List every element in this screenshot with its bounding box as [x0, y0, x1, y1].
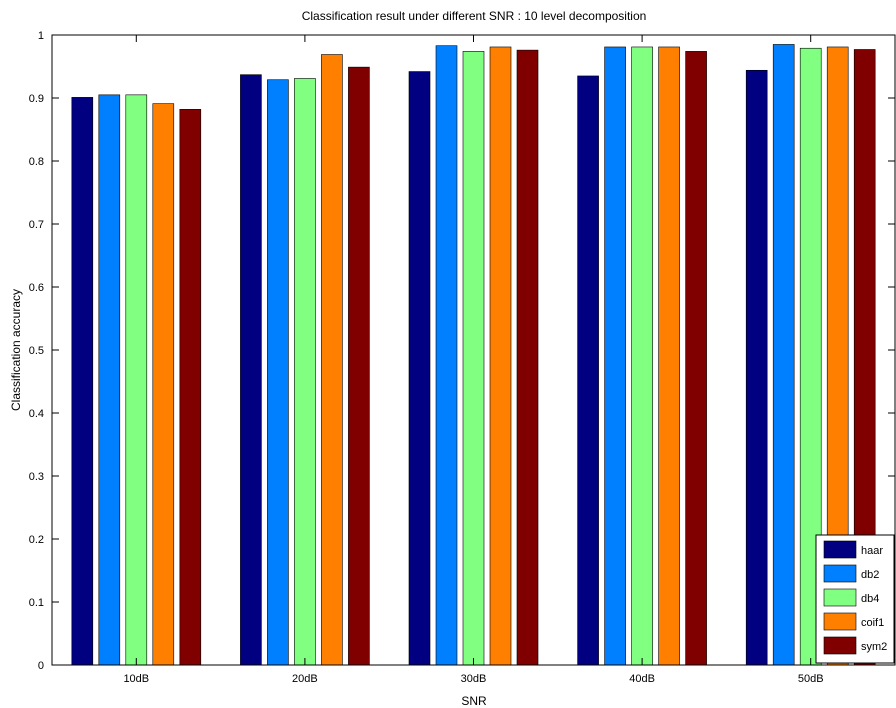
x-tick-label: 10dB: [123, 673, 149, 685]
bar-coif1-20dB: [321, 54, 343, 666]
bar-coif1-10dB: [152, 103, 175, 666]
bar-db4-40dB: [631, 46, 653, 666]
bar-sym2-30dB: [516, 49, 539, 666]
bar-db2-20dB: [267, 79, 289, 666]
bar-db4-10dB: [125, 94, 148, 666]
bar-db2-10dB: [98, 94, 121, 666]
bar-sym2-40dB: [685, 51, 707, 666]
legend-label-sym2: sym2: [861, 641, 887, 653]
x-tick-label: 30dB: [461, 673, 487, 685]
legend-swatch-db2: [823, 564, 857, 583]
legend: haar db2 db4 coif1 sym2: [815, 534, 895, 664]
legend-swatch-sym2: [823, 636, 857, 655]
y-tick-label: 0.6: [29, 282, 44, 294]
legend-label-db4: db4: [861, 593, 879, 605]
y-tick-label: 0.9: [29, 93, 44, 105]
bar-db4-30dB: [462, 51, 485, 666]
y-tick-label: 0.3: [29, 471, 44, 483]
x-tick-label: 20dB: [292, 673, 318, 685]
bar-coif1-30dB: [489, 46, 512, 666]
y-axis-label: Classification accuracy: [9, 289, 23, 411]
bar-sym2-10dB: [179, 109, 202, 666]
bar-db2-30dB: [435, 45, 458, 666]
bar-haar-40dB: [577, 75, 599, 666]
x-axis-label: SNR: [461, 694, 487, 708]
bar-haar-30dB: [408, 71, 431, 666]
y-tick-label: 0.5: [29, 345, 44, 357]
bar-db2-50dB: [772, 44, 795, 666]
bar-haar-10dB: [71, 97, 94, 666]
y-tick-label: 0.7: [29, 219, 44, 231]
legend-swatch-db4: [823, 588, 857, 607]
bar-db4-20dB: [294, 78, 316, 666]
bar-sym2-20dB: [348, 66, 370, 666]
bar-coif1-40dB: [658, 46, 680, 666]
chart-title: Classification result under different SN…: [302, 9, 647, 23]
axis-ticks-group: 10dB 20dB 30dB 40dB 50dB 0 0.1 0.2 0.3 0.4 0.5 0.6 0…: [29, 30, 895, 685]
x-tick-label: 40dB: [629, 673, 655, 685]
legend-swatch-coif1: [823, 612, 857, 631]
y-tick-label: 0.1: [29, 597, 44, 609]
bar-haar-50dB: [745, 69, 768, 666]
bar-db2-40dB: [604, 46, 626, 666]
y-tick-label: 0.8: [29, 156, 44, 168]
y-tick-label: 1: [38, 30, 44, 42]
legend-label-db2: db2: [861, 569, 879, 581]
bar-haar-20dB: [240, 74, 262, 666]
legend-label-haar: haar: [861, 545, 883, 557]
legend-label-coif1: coif1: [861, 617, 884, 629]
y-tick-label: 0.2: [29, 534, 44, 546]
y-tick-label: 0.4: [29, 408, 44, 420]
bars-group: [71, 44, 876, 666]
y-tick-label: 0: [38, 660, 44, 672]
x-tick-label: 50dB: [798, 673, 824, 685]
legend-swatch-haar: [823, 540, 857, 559]
